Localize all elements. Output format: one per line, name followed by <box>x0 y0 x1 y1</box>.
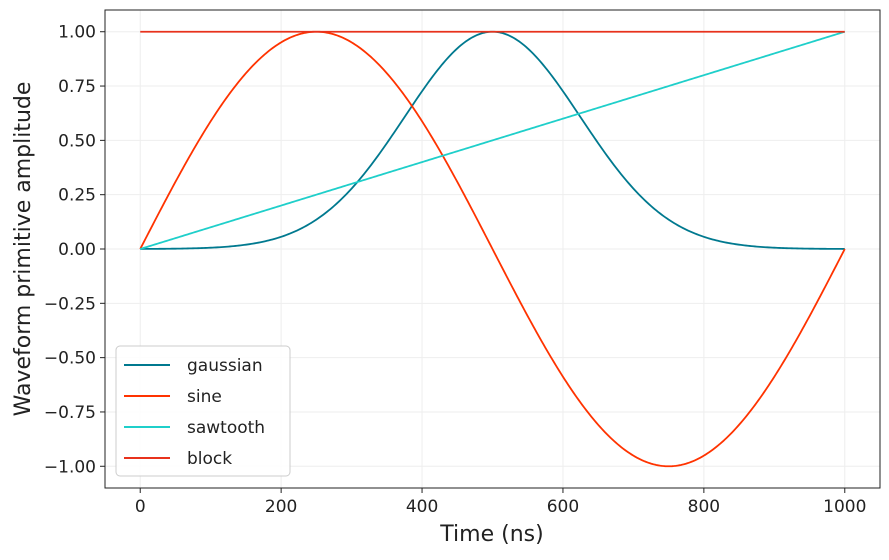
y-tick-label: 0.50 <box>58 131 96 151</box>
x-tick-label: 800 <box>688 497 720 517</box>
y-tick-label: 0.00 <box>58 240 96 260</box>
legend: gaussian sine sawtooth block <box>115 345 291 477</box>
legend-label-gaussian: gaussian <box>187 356 263 376</box>
x-tick-label: 200 <box>265 497 297 517</box>
x-axis-ticks: 0 200 400 600 800 1000 <box>135 488 866 517</box>
y-tick-label: −0.50 <box>44 349 96 369</box>
x-tick-label: 600 <box>547 497 579 517</box>
x-tick-label: 0 <box>135 497 146 517</box>
x-axis-label: Time (ns) <box>439 522 543 547</box>
legend-label-block: block <box>187 449 232 469</box>
y-tick-label: 0.75 <box>58 77 96 97</box>
series-line-sawtooth <box>139 30 846 250</box>
grid <box>105 10 880 488</box>
series-line-sine <box>139 30 846 468</box>
y-tick-label: −0.75 <box>44 403 96 423</box>
legend-box <box>115 345 291 477</box>
x-tick-label: 400 <box>406 497 438 517</box>
x-tick-label: 1000 <box>823 497 866 517</box>
y-tick-label: −0.25 <box>44 294 96 314</box>
y-tick-label: 0.25 <box>58 186 96 206</box>
y-tick-label: 1.00 <box>58 23 96 43</box>
y-axis-label: Waveform primitive amplitude <box>11 82 36 417</box>
y-tick-label: −1.00 <box>44 457 96 477</box>
series-lines <box>139 30 846 468</box>
y-axis-ticks: 1.00 0.75 0.50 0.25 0.00 −0.25 −0.50 −0.75 −1.00 <box>44 23 105 477</box>
legend-label-sawtooth: sawtooth <box>187 418 265 438</box>
legend-label-sine: sine <box>187 387 222 407</box>
